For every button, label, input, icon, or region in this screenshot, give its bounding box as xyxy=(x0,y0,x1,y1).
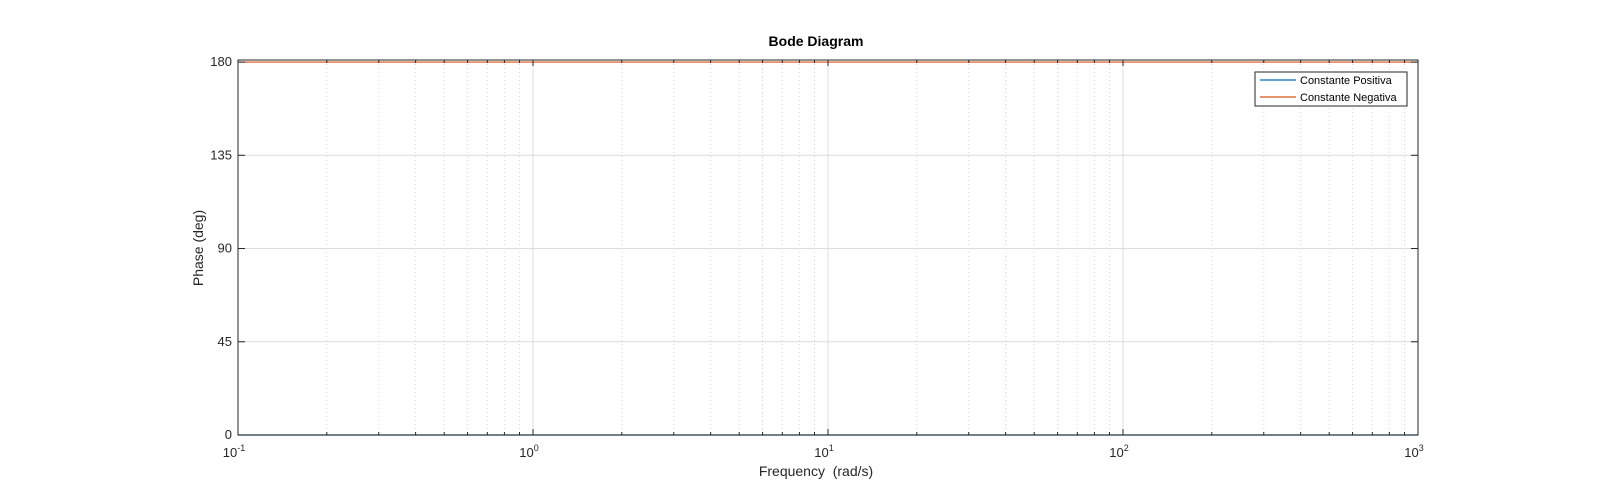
y-tick-label: 135 xyxy=(210,147,232,162)
chart-title: Bode Diagram xyxy=(769,33,864,49)
x-tick-label: 103 xyxy=(1404,443,1423,460)
tick-marks xyxy=(237,60,1419,436)
y-tick-labels: 0 45 90 135 180 xyxy=(210,54,232,442)
y-tick-label: 45 xyxy=(218,334,232,349)
y-axis-label: Phase (deg) xyxy=(190,210,206,286)
legend-box xyxy=(1254,71,1408,107)
legend[interactable]: Constante Positiva Constante Negativa xyxy=(1254,71,1408,107)
x-tick-label: 101 xyxy=(814,443,833,460)
x-axis-label: Frequency (rad/s) xyxy=(759,463,873,479)
y-tick-label: 180 xyxy=(210,54,232,69)
legend-label: Constante Negativa xyxy=(1300,92,1397,104)
x-tick-label: 102 xyxy=(1109,443,1128,460)
y-tick-label: 90 xyxy=(218,241,232,256)
phase-plot: 10-1 100 101 102 103 0 45 90 135 180 xyxy=(210,54,1423,460)
x-tick-label: 10-1 xyxy=(223,443,245,460)
x-tick-label: 100 xyxy=(519,443,538,460)
y-tick-label: 0 xyxy=(225,427,232,442)
legend-label: Constante Positiva xyxy=(1300,75,1393,87)
x-tick-labels: 10-1 100 101 102 103 xyxy=(223,443,1424,460)
